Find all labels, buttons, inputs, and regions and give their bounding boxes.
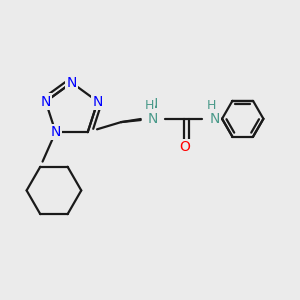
Text: N: N [50, 125, 61, 139]
Text: H: H [148, 111, 158, 124]
Text: N: N [40, 94, 51, 109]
Text: N: N [148, 98, 158, 111]
Text: O: O [179, 140, 190, 154]
Text: H: H [206, 99, 216, 112]
Text: N: N [67, 76, 77, 90]
Text: N: N [92, 94, 103, 109]
Text: H: H [145, 99, 154, 112]
Text: N: N [209, 112, 220, 126]
Text: N: N [148, 112, 158, 126]
